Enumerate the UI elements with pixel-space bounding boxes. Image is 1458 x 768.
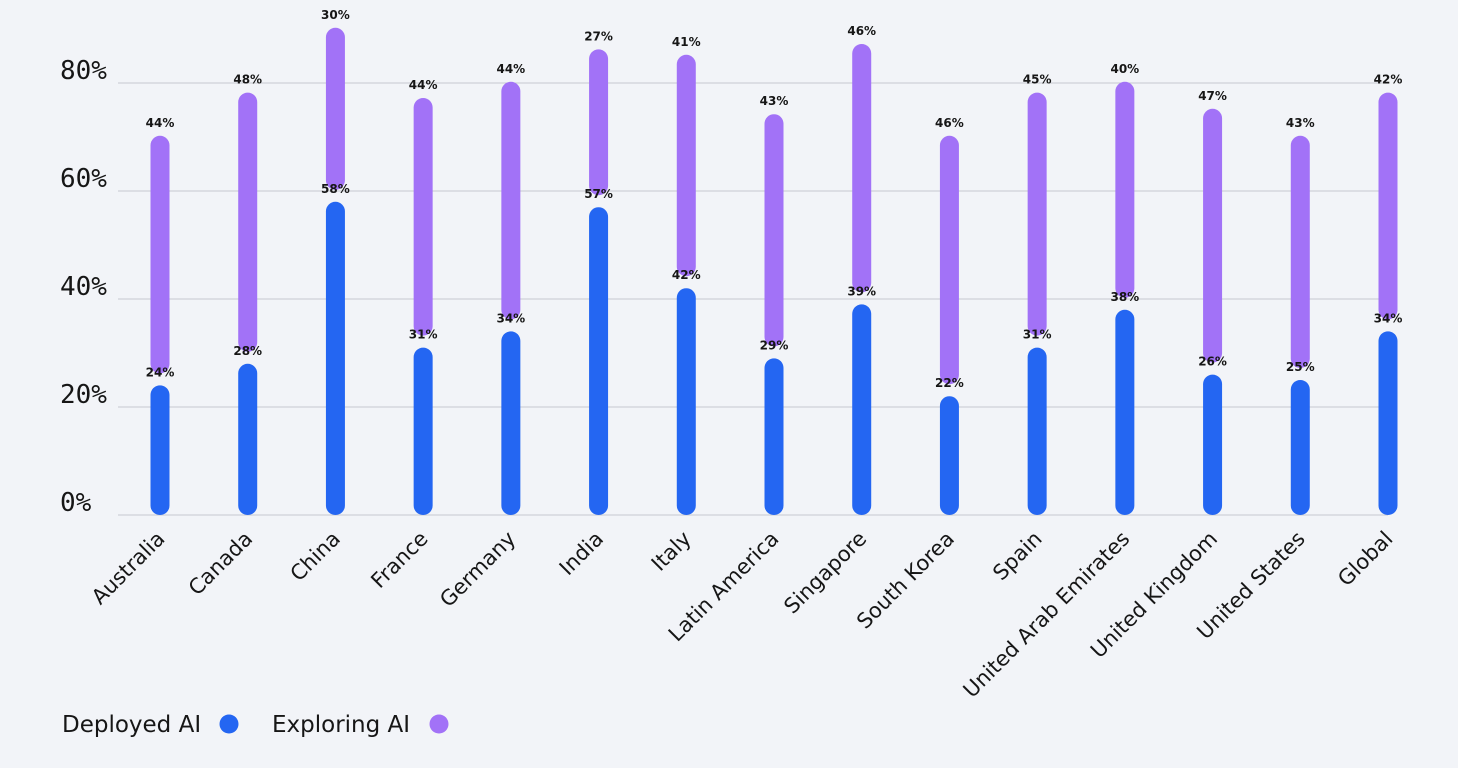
exploring-bar [501, 81, 521, 320]
deployed-value-label: 34% [496, 311, 525, 325]
legend-label-deployed: Deployed AI [62, 712, 201, 738]
exploring-bar [589, 49, 609, 196]
exploring-bar [764, 114, 784, 347]
category-label: Spain [988, 527, 1046, 585]
category-label: China [286, 527, 345, 586]
exploring-bar [1027, 92, 1047, 336]
deployed-bar [238, 363, 258, 515]
y-axis-ticks: 0% 20% 40% 60% 80% [60, 56, 107, 518]
grid-layer [118, 82, 1388, 516]
deployed-value-label: 31% [1023, 328, 1052, 342]
exploring-bar [413, 98, 433, 336]
deployed-bar [1027, 347, 1047, 515]
deployed-bar [676, 288, 696, 515]
deployed-bar [1290, 380, 1310, 515]
category-label: Italy [647, 527, 696, 576]
exploring-bar [325, 27, 345, 190]
exploring-bar [852, 44, 872, 293]
category-label: India [555, 527, 608, 580]
exploring-value-label: 42% [1374, 73, 1403, 87]
y-tick-label: 80% [60, 56, 107, 86]
exploring-bar [1203, 108, 1223, 363]
deployed-bar [501, 331, 521, 515]
deployed-bar [852, 304, 872, 515]
deployed-value-label: 38% [1110, 290, 1139, 304]
deployed-value-label: 28% [233, 344, 262, 358]
deployed-value-label: 22% [935, 376, 964, 390]
deployed-bar [325, 201, 345, 516]
exploring-bar [1115, 81, 1135, 298]
exploring-value-label: 44% [496, 62, 525, 76]
bars-layer [150, 27, 1398, 516]
y-tick-label: 60% [60, 164, 107, 194]
deployed-value-label: 24% [146, 365, 175, 379]
deployed-value-label: 26% [1198, 355, 1227, 369]
category-label: Germany [435, 527, 520, 612]
exploring-value-label: 46% [847, 24, 876, 38]
deployed-value-label: 25% [1286, 360, 1315, 374]
exploring-value-label: 41% [672, 35, 701, 49]
deployed-value-label: 42% [672, 268, 701, 282]
deployed-bar [939, 396, 959, 515]
exploring-bar [939, 135, 959, 385]
y-tick-label: 40% [60, 272, 107, 302]
category-labels-layer: Australia Canada China France Germany India It… [87, 527, 1398, 703]
exploring-value-label: 30% [321, 8, 350, 22]
exploring-bar [676, 54, 696, 277]
exploring-value-label: 44% [409, 78, 438, 92]
deployed-bar [589, 207, 609, 515]
deployed-value-label: 34% [1374, 311, 1403, 325]
category-label: Australia [87, 527, 170, 610]
legend-swatch-deployed [219, 714, 239, 734]
deployed-value-label: 31% [409, 328, 438, 342]
exploring-value-label: 44% [146, 116, 175, 130]
exploring-bar [1290, 135, 1310, 368]
category-label: France [366, 527, 432, 593]
deployed-value-label: 58% [321, 182, 350, 196]
deployed-value-label: 39% [847, 284, 876, 298]
deployed-bar [764, 358, 784, 515]
deployed-bar [1203, 374, 1223, 515]
exploring-bar [150, 135, 170, 374]
deployed-bar [1115, 309, 1135, 515]
exploring-value-label: 27% [584, 29, 613, 43]
legend: Deployed AI Exploring AI [62, 712, 449, 738]
exploring-bar [1378, 92, 1398, 320]
exploring-bar [238, 92, 258, 352]
deployed-bar [150, 385, 170, 515]
y-tick-label: 20% [60, 380, 107, 410]
exploring-value-label: 40% [1110, 62, 1139, 76]
legend-label-exploring: Exploring AI [272, 712, 410, 738]
exploring-value-label: 43% [760, 94, 789, 108]
category-label: United Arab Emirates [959, 527, 1135, 703]
deployed-bar [1378, 331, 1398, 515]
deployed-value-label: 29% [760, 338, 789, 352]
category-label: Global [1333, 527, 1397, 591]
deployed-value-label: 57% [584, 187, 613, 201]
category-label: Singapore [779, 527, 871, 619]
y-tick-label: 0% [60, 488, 92, 518]
exploring-value-label: 47% [1198, 89, 1227, 103]
category-label: Canada [184, 527, 257, 600]
legend-swatch-exploring [429, 714, 449, 734]
exploring-value-label: 46% [935, 116, 964, 130]
exploring-value-label: 43% [1286, 116, 1315, 130]
data-labels-layer: 24% 44% 28% 48% 58% 30% 31% 44% 34% 44% 57% 27% 42% 4… [146, 8, 1403, 390]
exploring-value-label: 48% [233, 73, 262, 87]
exploring-value-label: 45% [1023, 73, 1052, 87]
deployed-bar [413, 347, 433, 515]
